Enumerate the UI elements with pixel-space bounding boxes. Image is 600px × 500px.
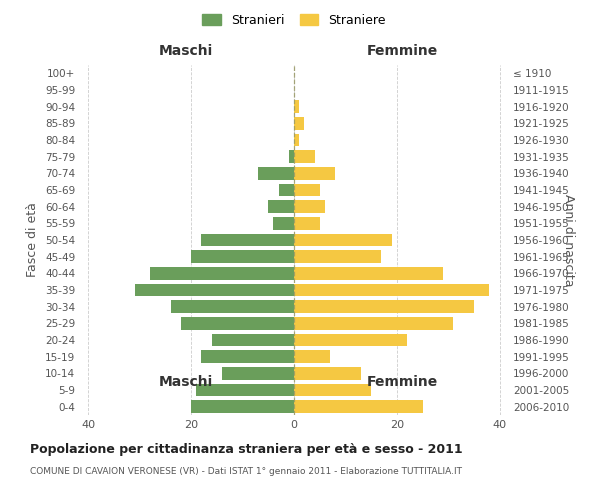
Bar: [181, 317, 294, 330]
Bar: [294, 250, 382, 263]
Bar: [294, 184, 320, 196]
Bar: [294, 384, 371, 396]
Text: COMUNE DI CAVAION VERONESE (VR) - Dati ISTAT 1° gennaio 2011 - Elaborazione TUTT: COMUNE DI CAVAION VERONESE (VR) - Dati I…: [30, 468, 462, 476]
Bar: [289, 150, 294, 163]
Bar: [134, 284, 294, 296]
Text: Popolazione per cittadinanza straniera per età e sesso - 2011: Popolazione per cittadinanza straniera p…: [30, 442, 463, 456]
Text: Maschi: Maschi: [159, 44, 213, 58]
Bar: [268, 200, 294, 213]
Bar: [196, 384, 294, 396]
Bar: [294, 167, 335, 179]
Bar: [294, 200, 325, 213]
Bar: [294, 400, 422, 413]
Bar: [202, 350, 294, 363]
Y-axis label: Fasce di età: Fasce di età: [26, 202, 40, 278]
Bar: [294, 300, 474, 313]
Bar: [294, 284, 490, 296]
Bar: [278, 184, 294, 196]
Bar: [294, 234, 392, 246]
Bar: [202, 234, 294, 246]
Bar: [294, 217, 320, 230]
Bar: [294, 100, 299, 113]
Bar: [274, 217, 294, 230]
Bar: [258, 167, 294, 179]
Bar: [294, 267, 443, 280]
Bar: [294, 350, 330, 363]
Bar: [222, 367, 294, 380]
Bar: [294, 317, 454, 330]
Bar: [294, 367, 361, 380]
Bar: [170, 300, 294, 313]
Bar: [212, 334, 294, 346]
Bar: [294, 150, 314, 163]
Bar: [294, 117, 304, 130]
Bar: [294, 334, 407, 346]
Text: Femmine: Femmine: [367, 44, 437, 58]
Bar: [294, 134, 299, 146]
Bar: [150, 267, 294, 280]
Bar: [191, 250, 294, 263]
Text: Maschi: Maschi: [159, 376, 213, 390]
Y-axis label: Anni di nascita: Anni di nascita: [562, 194, 575, 286]
Legend: Stranieri, Straniere: Stranieri, Straniere: [199, 10, 389, 30]
Text: Femmine: Femmine: [367, 376, 437, 390]
Bar: [191, 400, 294, 413]
